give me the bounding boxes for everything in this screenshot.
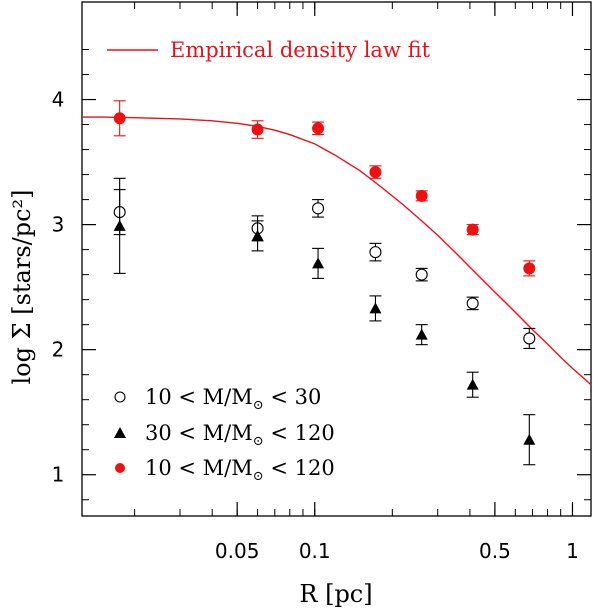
series-0-point-6 — [523, 327, 536, 349]
open-circle-marker — [523, 332, 536, 345]
series-2-point-3 — [369, 165, 382, 179]
series-1-point-1 — [251, 220, 264, 252]
legend-open-circle-marker — [114, 391, 126, 403]
plot-frame — [81, 1, 592, 517]
open-circle-marker — [312, 202, 325, 215]
legend-fit-label: Empirical density law fit — [170, 38, 431, 62]
series-2-point-5 — [466, 223, 479, 236]
open-circle-marker — [415, 268, 428, 281]
red-circle-marker — [415, 189, 428, 202]
series-1-point-6 — [523, 414, 536, 466]
legend-series-1-tail: < 120 — [264, 421, 335, 445]
legend-series-0: 10 < M/M⊙ < 30 — [145, 385, 321, 413]
y-tick-label-1: 2 — [52, 338, 65, 362]
series-2-point-4 — [415, 189, 428, 202]
x-tick-label-2: 0.5 — [479, 539, 511, 563]
y-axis-label: log Σ [stars/pc²] — [8, 189, 36, 384]
legend-series-0-sub: ⊙ — [253, 398, 264, 413]
series-2-point-0 — [113, 100, 126, 137]
series-0-point-5 — [466, 296, 479, 311]
y-tick-label-2: 3 — [52, 213, 65, 237]
legend-series-2-tail: < 120 — [264, 456, 335, 480]
legend-series-2-name: 10 < M/M — [145, 456, 253, 480]
triangle-marker — [312, 257, 325, 269]
legend: Empirical density law fit 10 < M/M⊙ < 30… — [107, 38, 431, 484]
legend-series-1-name: 30 < M/M — [145, 421, 253, 445]
legend-series-1: 30 < M/M⊙ < 120 — [145, 421, 335, 449]
y-tick-label-0: 1 — [52, 463, 65, 487]
triangle-marker — [415, 328, 428, 340]
series-0-point-2 — [312, 199, 325, 218]
legend-series-0-name: 10 < M/M — [145, 385, 253, 409]
legend-series-2-sub: ⊙ — [253, 469, 264, 484]
series-2-point-1 — [251, 120, 264, 139]
fit-layer — [82, 116, 592, 386]
triangle-marker — [466, 378, 479, 390]
red-circle-marker — [523, 262, 536, 275]
triangle-marker — [113, 219, 126, 231]
red-circle-marker — [312, 122, 325, 135]
points-layer — [113, 100, 536, 466]
series-1-point-0 — [113, 177, 126, 274]
red-circle-marker — [113, 112, 126, 125]
legend-series-1-sub: ⊙ — [253, 434, 264, 449]
series-2-point-6 — [523, 260, 536, 277]
red-circle-marker — [369, 166, 382, 179]
legend-triangle-marker — [114, 427, 126, 438]
x-tick-label-0: 0.05 — [215, 539, 260, 563]
series-0-point-3 — [369, 242, 382, 262]
x-axis-label: R [pc] — [299, 580, 372, 608]
triangle-marker — [523, 433, 536, 445]
series-0-point-4 — [415, 267, 428, 282]
series-1-point-5 — [466, 371, 479, 398]
fit-curve — [82, 116, 592, 386]
ticks: 0.05 0.1 0.5 1 1 2 3 4 — [52, 2, 591, 563]
legend-series-2: 10 < M/M⊙ < 120 — [145, 456, 335, 484]
series-2-point-2 — [312, 121, 325, 136]
series-1-point-4 — [415, 324, 428, 346]
x-tick-label-3: 1 — [566, 539, 579, 563]
legend-series-0-tail: < 30 — [264, 385, 322, 409]
triangle-marker — [251, 229, 264, 241]
y-tick-label-3: 4 — [52, 88, 65, 112]
series-1-point-2 — [312, 247, 325, 279]
triangle-marker — [369, 302, 382, 314]
red-circle-marker — [251, 123, 264, 136]
open-circle-marker — [466, 297, 479, 310]
open-circle-marker — [369, 246, 382, 259]
red-circle-marker — [466, 223, 479, 236]
series-1-point-3 — [369, 295, 382, 322]
legend-red-circle-marker — [115, 463, 125, 473]
x-tick-label-1: 0.1 — [299, 539, 331, 563]
